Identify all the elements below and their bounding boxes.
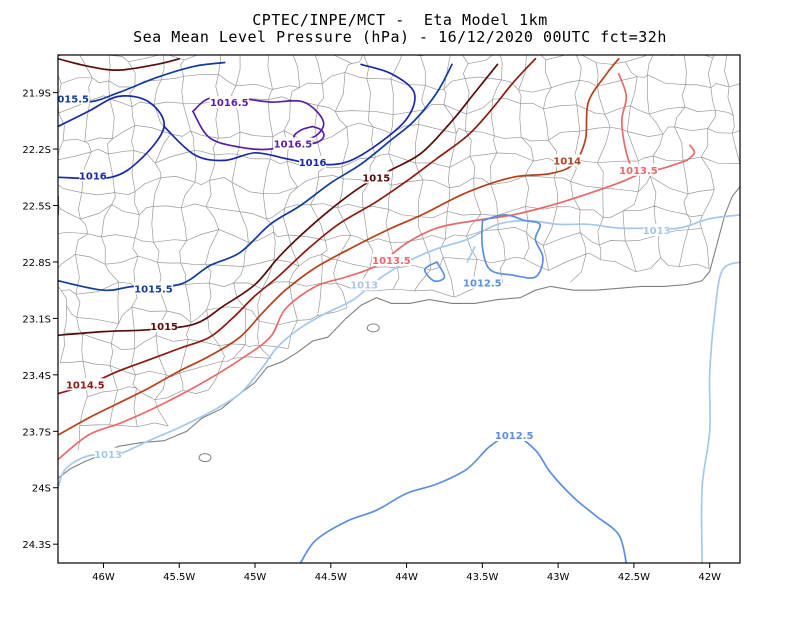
x-tick-label-5: 43.5W	[466, 572, 498, 583]
coastline	[58, 186, 740, 479]
isobar-label-1014-0: 1014	[553, 156, 581, 167]
isobar-labels: 1016.5 1016.5 1016 1016 015.5 1015.5 1015 1015 1…	[56, 92, 671, 461]
isobar-label-1012-5-0: 1012.5	[463, 279, 502, 290]
isobar-label-background	[79, 169, 107, 182]
x-axis: 46W 45.5W 45W 44.5W 44W 43.5W 43W 42.5W 42W	[92, 563, 721, 583]
isobars	[58, 57, 740, 563]
island-outline	[198, 453, 212, 463]
y-tick-label-0: 21.9S	[22, 89, 51, 100]
isobar-label-1013-5-1: 1013.5	[619, 166, 658, 177]
isobar-label-background	[643, 223, 671, 236]
title-line-2: Sea Mean Level Pressure (hPa) - 16/12/20…	[133, 28, 667, 46]
isobar-label-background	[618, 163, 659, 176]
y-tick-label-1: 22.2S	[22, 145, 51, 156]
isobar-label-1013-1: 1013	[643, 226, 671, 237]
isobar-label-background	[94, 447, 122, 460]
y-tick-label-4: 23.1S	[22, 314, 51, 325]
x-tick-label-7: 42.5W	[618, 572, 650, 583]
isobar-label-background	[150, 319, 178, 332]
isobar-label-1013-2: 1013	[94, 450, 122, 461]
isobar-1015-path-0	[58, 57, 181, 71]
municipal-borders	[58, 55, 740, 450]
isobar-1014-path-0	[58, 57, 620, 436]
y-tick-label-8: 24.3S	[22, 540, 51, 551]
isobar-1016-5-path-1	[293, 125, 325, 145]
isobar-label-background	[553, 154, 581, 167]
isobar-label-background	[462, 276, 502, 289]
plot-area	[58, 55, 740, 563]
isobar-1013-path-1	[700, 261, 740, 563]
isobar-1013-5-path-2	[686, 144, 696, 162]
isobar-label-background	[350, 278, 378, 291]
isobar-label-1016-0: 1016	[79, 171, 107, 182]
isobar-label-1016-1: 1016	[299, 158, 327, 169]
isobar-label-1016-5-0: 1016.5	[210, 98, 249, 109]
isobar-label-background	[209, 96, 249, 109]
isobar-label-1015-5-1: 1015.5	[134, 284, 173, 295]
isobar-label-1013-0: 1013	[350, 281, 378, 292]
x-tick-label-8: 42W	[698, 572, 721, 583]
isobar-1014-5-path-0	[58, 57, 537, 395]
y-tick-label-6: 23.7S	[22, 427, 51, 438]
isobar-label-1016-5-1: 1016.5	[274, 139, 313, 150]
x-tick-label-3: 44.5W	[315, 572, 347, 583]
x-tick-label-6: 43W	[547, 572, 570, 583]
y-tick-label-7: 24S	[32, 484, 51, 495]
map-title: CPTEC/INPE/MCT - Eta Model 1km Sea Mean …	[0, 12, 800, 46]
isobar-1013-5-path-0	[58, 159, 688, 461]
isobar-label-background	[371, 254, 412, 267]
isobar-label-background	[133, 282, 174, 295]
y-tick-label-2: 22.5S	[22, 202, 51, 213]
isobar-label-background	[56, 92, 90, 105]
isobar-label-background	[273, 137, 313, 150]
isobar-1012-5-path-2	[423, 261, 446, 283]
isobar-1012-5-path-1	[480, 214, 544, 279]
isobar-1013-5-path-1	[617, 72, 635, 175]
y-axis: 21.9S 22.2S 22.5S 22.8S 23.1S 23.4S 23.7S 24S 24…	[22, 89, 58, 551]
isobar-label-background	[299, 156, 327, 169]
isobar-1013-path-2	[466, 246, 476, 263]
isobar-label-background	[65, 378, 105, 391]
coastline-path	[58, 186, 740, 479]
title-line-1: CPTEC/INPE/MCT - Eta Model 1km	[252, 11, 548, 29]
isobar-label-1015-5-0: 015.5	[57, 94, 89, 105]
x-tick-label-0: 46W	[92, 572, 115, 583]
x-tick-label-4: 44W	[395, 572, 418, 583]
isobar-label-1015-0: 1015	[150, 322, 178, 333]
isobar-label-1012-5-1: 1012.5	[495, 431, 534, 442]
x-tick-label-1: 45.5W	[163, 572, 195, 583]
isobar-label-1015-1: 1015	[362, 173, 390, 184]
isobar-label-background	[362, 171, 390, 184]
isobar-label-background	[494, 429, 534, 442]
border-lines	[58, 55, 740, 450]
isobar-label-1014-5-0: 1014.5	[66, 380, 105, 391]
y-tick-label-5: 23.4S	[22, 371, 51, 382]
isobar-1016-path-0	[58, 95, 165, 180]
isobar-label-1013-5-0: 1013.5	[372, 256, 411, 267]
y-tick-label-3: 22.8S	[22, 258, 51, 269]
isobar-1012-5-path-0	[299, 434, 628, 563]
isobar-1016-path-1	[163, 63, 416, 166]
island-outline	[366, 323, 380, 333]
x-tick-label-2: 45W	[244, 572, 267, 583]
plot-frame	[57, 54, 741, 564]
